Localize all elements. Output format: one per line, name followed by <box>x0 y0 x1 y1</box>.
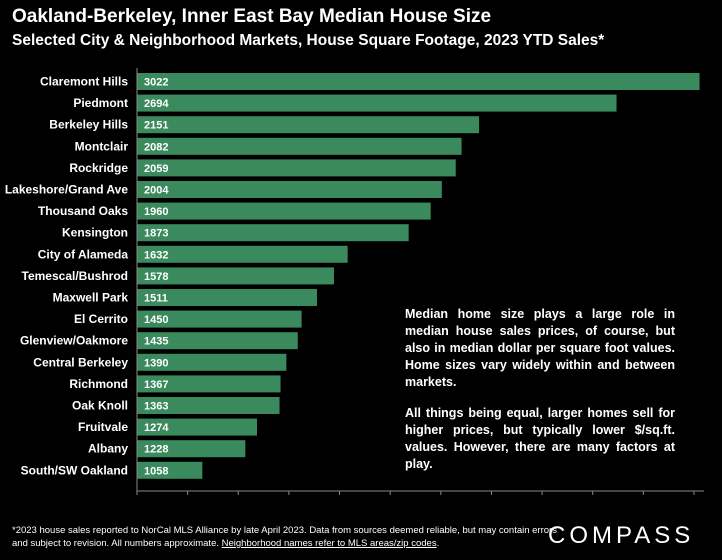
x-tick-label-8: 2400 <box>530 499 554 500</box>
bar-chart: Claremont Hills 3022 Piedmont 2694 Berkeley … <box>5 68 706 500</box>
category-label-5: Lakeshore/Grand Ave <box>5 183 128 197</box>
value-label-11: 1450 <box>144 314 168 326</box>
category-label-2: Berkeley Hills <box>49 118 128 132</box>
value-label-17: 1228 <box>144 444 168 456</box>
category-label-9: Temescal/Bushrod <box>22 269 128 283</box>
category-label-3: Montclair <box>75 139 129 153</box>
bar-10 <box>137 289 318 306</box>
value-label-13: 1390 <box>144 357 168 369</box>
x-tick-label-3: 1400 <box>277 499 301 500</box>
x-tick-label-6: 2000 <box>429 499 453 500</box>
x-tick-label-2: 1200 <box>226 499 250 500</box>
value-label-5: 2004 <box>144 185 169 197</box>
bar-14 <box>137 375 281 393</box>
compass-logo: COMPASS <box>548 522 695 549</box>
category-label-17: Albany <box>88 442 128 456</box>
category-label-15: Oak Knoll <box>72 399 128 413</box>
value-label-8: 1632 <box>144 249 168 261</box>
value-label-12: 1435 <box>144 336 168 348</box>
category-label-16: Fruitvale <box>78 420 128 434</box>
annotation-text: Median home size plays a large role in m… <box>405 306 675 487</box>
annotation-paragraph-1: Median home size plays a large role in m… <box>405 307 675 389</box>
category-label-6: Thousand Oaks <box>38 204 128 218</box>
chart-title: Oakland-Berkeley, Inner East Bay Median … <box>12 6 492 27</box>
x-tick-label-7: 2200 <box>479 499 503 500</box>
category-label-12: Glenview/Oakmore <box>20 334 128 348</box>
bar-9 <box>137 267 334 285</box>
bar-5 <box>137 181 442 198</box>
bar-3 <box>137 137 462 155</box>
category-label-11: El Cerrito <box>74 312 128 326</box>
chart-subtitle: Selected City & Neighborhood Markets, Ho… <box>12 32 605 49</box>
bar-16 <box>137 418 258 436</box>
value-label-15: 1363 <box>144 401 168 413</box>
footnote-end: . <box>436 538 440 549</box>
value-label-9: 1578 <box>144 271 168 283</box>
value-label-2: 2151 <box>144 120 168 132</box>
value-label-7: 1873 <box>144 228 168 240</box>
category-label-18: South/SW Oakland <box>21 463 128 477</box>
value-label-0: 3022 <box>144 77 168 89</box>
footnote-link[interactable]: Neighborhood names refer to MLS areas/zi… <box>221 538 437 549</box>
x-tick-label-11: 3000 <box>682 499 706 500</box>
value-label-4: 2059 <box>144 163 168 175</box>
category-label-13: Central Berkeley <box>33 355 128 369</box>
x-tick-label-0: 800 <box>128 499 146 500</box>
value-label-6: 1960 <box>144 206 168 218</box>
value-label-10: 1511 <box>144 293 168 305</box>
category-label-4: Rockridge <box>69 161 128 175</box>
category-label-0: Claremont Hills <box>40 75 128 89</box>
bar-8 <box>137 245 348 263</box>
x-tick-label-4: 1600 <box>327 499 351 500</box>
bar-0 <box>137 73 700 90</box>
value-label-1: 2694 <box>144 98 169 110</box>
value-label-18: 1058 <box>144 465 168 477</box>
value-label-16: 1274 <box>144 422 169 434</box>
value-label-14: 1367 <box>144 379 168 391</box>
bar-1 <box>137 94 617 112</box>
category-label-8: City of Alameda <box>38 247 129 261</box>
bar-13 <box>137 353 287 371</box>
footnote-text: *2023 house sales reported to NorCal MLS… <box>12 525 557 549</box>
category-label-7: Kensington <box>62 226 128 240</box>
bar-4 <box>137 159 456 177</box>
bar-2 <box>137 116 480 134</box>
value-label-3: 2082 <box>144 141 168 153</box>
category-label-14: Richmond <box>69 377 128 391</box>
category-label-1: Piedmont <box>73 96 128 110</box>
bar-15 <box>137 397 280 414</box>
x-tick-label-9: 2600 <box>580 499 604 500</box>
bar-11 <box>137 310 302 328</box>
bar-12 <box>137 332 298 350</box>
footnote: *2023 house sales reported to NorCal MLS… <box>12 524 572 550</box>
bar-7 <box>137 224 409 242</box>
x-tick-label-1: 1000 <box>175 499 199 500</box>
annotation-paragraph-2: All things being equal, larger homes sel… <box>405 406 675 471</box>
bar-6 <box>137 202 431 220</box>
x-tick-label-10: 2800 <box>631 499 655 500</box>
x-tick-label-5: 1800 <box>378 499 402 500</box>
bar-18 <box>137 461 203 479</box>
bar-17 <box>137 440 246 458</box>
category-label-10: Maxwell Park <box>53 291 129 305</box>
